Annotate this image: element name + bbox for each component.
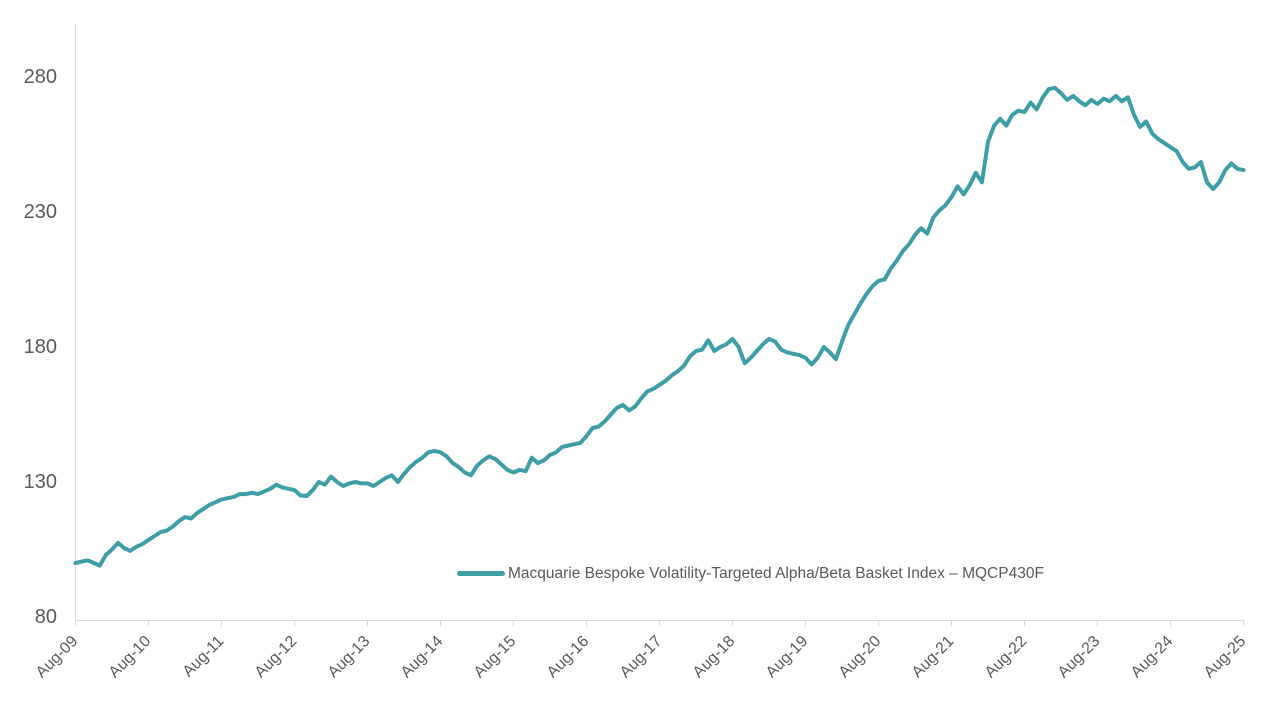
x-axis-tick-label: Aug-18 — [690, 633, 739, 682]
x-axis-tick-label: Aug-21 — [909, 633, 958, 682]
y-axis-tick-label: 180 — [24, 336, 57, 358]
x-axis-tick-label: Aug-10 — [106, 633, 155, 682]
y-axis-tick-label: 230 — [24, 201, 57, 223]
x-axis-tick-label: Aug-16 — [544, 633, 593, 682]
legend-line-swatch — [457, 570, 505, 577]
x-axis-tick-label: Aug-17 — [617, 633, 666, 682]
x-axis-tick-label: Aug-13 — [325, 633, 374, 682]
legend-series-label: Macquarie Bespoke Volatility-Targeted Al… — [508, 564, 1044, 582]
x-axis-tick-label: Aug-23 — [1055, 633, 1104, 682]
x-axis-tick-label: Aug-09 — [33, 633, 82, 682]
y-axis-tick-label: 130 — [24, 471, 57, 493]
index-series-line — [73, 85, 1246, 568]
x-axis-tick-label: Aug-14 — [398, 633, 447, 682]
x-axis-tick-label: Aug-19 — [763, 633, 812, 682]
x-axis-tick-label: Aug-11 — [180, 633, 228, 681]
legend: Macquarie Bespoke Volatility-Targeted Al… — [457, 565, 1044, 582]
x-axis-tick-label: Aug-12 — [252, 633, 301, 682]
y-axis-tick-label: 280 — [24, 66, 57, 88]
x-axis-tick-label: Aug-22 — [982, 633, 1031, 682]
x-axis-tick-label: Aug-24 — [1128, 633, 1177, 682]
x-axis-tick-label: Aug-15 — [471, 633, 520, 682]
x-axis-tick-label: Aug-25 — [1201, 633, 1250, 682]
x-axis-tick-label: Aug-20 — [836, 633, 885, 682]
y-axis-tick-label: 80 — [35, 606, 57, 628]
